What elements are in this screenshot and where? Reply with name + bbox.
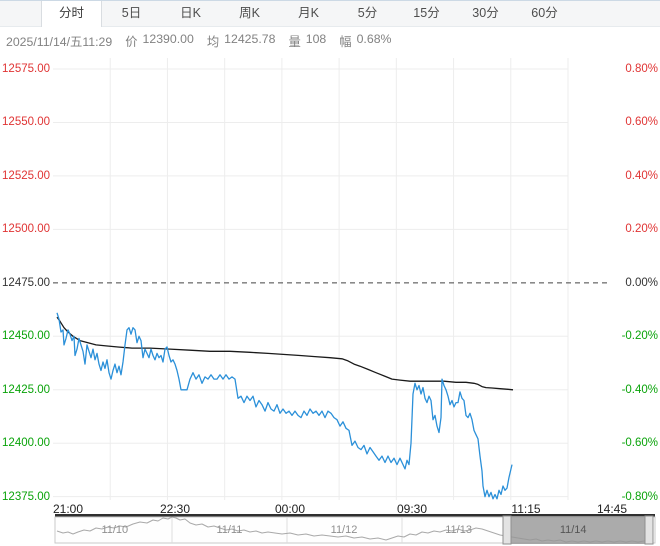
change-value: 0.68% xyxy=(356,31,392,46)
quote-change: 幅 0.68% xyxy=(339,32,391,50)
avg-value: 12425.78 xyxy=(224,31,276,46)
tab-weekly-k[interactable]: 周K xyxy=(239,6,260,20)
quote-datetime: 2025/11/14/五11:29 xyxy=(6,34,113,49)
change-label: 幅 xyxy=(339,34,352,49)
quote-infobar: 2025/11/14/五11:29 价 12390.00 均 12425.78 … xyxy=(0,28,660,53)
volume-value: 108 xyxy=(305,31,327,46)
navigator-left-handle[interactable] xyxy=(502,515,512,545)
tab-daily-k[interactable]: 日K xyxy=(180,6,201,20)
tab-intraday[interactable]: 分时 xyxy=(41,1,102,27)
tab-60min[interactable]: 60分 xyxy=(531,6,558,20)
price-label: 价 xyxy=(125,34,138,49)
navigator-top-border xyxy=(55,514,655,517)
average-line xyxy=(56,316,514,391)
quote-price: 价 12390.00 xyxy=(125,32,194,50)
price-value: 12390.00 xyxy=(142,31,194,46)
tab-5min[interactable]: 5分 xyxy=(357,6,378,20)
price-line xyxy=(56,312,513,500)
tab-15min[interactable]: 15分 xyxy=(413,6,440,20)
quote-volume: 量 108 xyxy=(288,32,326,50)
period-tabbar: 分时 5日 日K 周K 月K 5分 15分 30分 60分 xyxy=(0,0,660,27)
avg-label: 均 xyxy=(206,34,220,49)
navigator-right-handle[interactable] xyxy=(644,515,654,545)
navigator-selection[interactable] xyxy=(503,516,653,544)
tab-monthly-k[interactable]: 月K xyxy=(298,6,319,20)
volume-label: 量 xyxy=(288,34,301,49)
tab-30min[interactable]: 30分 xyxy=(472,6,499,20)
tab-5day[interactable]: 5日 xyxy=(121,6,142,20)
quote-average: 均 12425.78 xyxy=(207,32,276,50)
